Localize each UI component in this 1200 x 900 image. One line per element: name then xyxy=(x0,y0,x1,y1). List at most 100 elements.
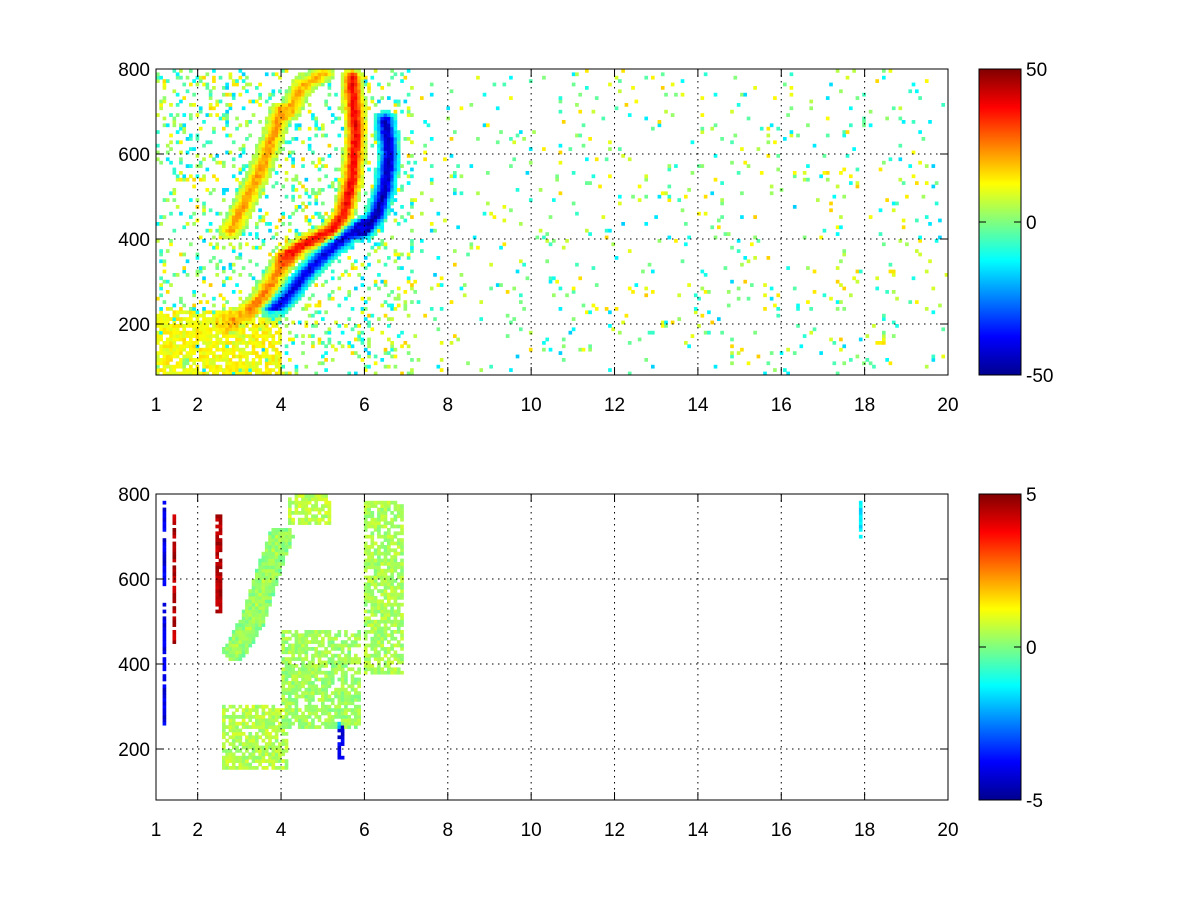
heatmap-cell xyxy=(231,650,236,655)
heatmap-cell xyxy=(301,262,305,267)
heatmap-cell xyxy=(271,752,276,757)
heatmap-cell xyxy=(218,99,223,104)
heatmap-cell xyxy=(321,630,325,634)
heatmap-cell xyxy=(241,232,246,236)
heatmap-cell xyxy=(327,245,332,250)
heatmap-cell xyxy=(928,259,932,264)
heatmap-cell xyxy=(377,154,381,158)
heatmap-cell xyxy=(304,500,309,505)
heatmap-cell xyxy=(347,256,352,260)
heatmap-cell xyxy=(255,626,259,631)
heatmap-cell xyxy=(862,361,866,366)
heatmap-cell xyxy=(383,300,388,304)
heatmap-cell xyxy=(222,721,226,726)
heatmap-cell xyxy=(347,103,352,107)
heatmap-cell xyxy=(337,242,342,247)
heatmap-cell xyxy=(350,215,355,219)
heatmap-cell xyxy=(222,725,226,729)
heatmap-cell xyxy=(198,371,203,375)
heatmap-cell xyxy=(373,361,378,366)
heatmap-cell xyxy=(301,273,305,277)
heatmap-cell xyxy=(367,313,371,318)
heatmap-cell xyxy=(271,575,276,580)
heatmap-cell xyxy=(347,75,352,80)
heatmap-cell xyxy=(291,279,295,284)
heatmap-cell xyxy=(383,242,388,247)
heatmap-cell xyxy=(370,198,375,202)
heatmap-cell xyxy=(281,99,286,104)
heatmap-cell xyxy=(340,643,345,648)
heatmap-cell xyxy=(337,704,342,709)
heatmap-cell xyxy=(238,75,243,80)
heatmap-cell xyxy=(321,341,325,345)
heatmap-cell xyxy=(294,96,299,100)
heatmap-cell xyxy=(423,143,427,148)
heatmap-cell xyxy=(156,358,160,362)
heatmap-cell xyxy=(561,120,566,124)
heatmap-cell xyxy=(410,239,414,243)
heatmap-cell xyxy=(156,72,160,77)
heatmap-cell xyxy=(555,177,559,182)
heatmap-cell xyxy=(271,555,276,559)
heatmap-cell xyxy=(284,647,289,651)
heatmap-cell xyxy=(931,354,936,359)
heatmap-cell xyxy=(205,188,210,192)
heatmap-cell xyxy=(670,113,675,117)
heatmap-cell xyxy=(212,351,216,355)
heatmap-cell xyxy=(819,351,823,355)
heatmap-cell xyxy=(882,330,886,335)
heatmap-cell xyxy=(340,157,345,162)
heatmap-cell xyxy=(373,167,378,172)
heatmap-cell xyxy=(327,715,332,719)
heatmap-cell xyxy=(337,303,342,308)
heatmap-cell xyxy=(769,351,774,355)
heatmap-cell xyxy=(255,310,259,315)
heatmap-cell xyxy=(317,650,322,655)
heatmap-cell xyxy=(344,92,348,97)
heatmap-cell xyxy=(396,140,401,145)
heatmap-cell xyxy=(231,704,236,709)
heatmap-cell xyxy=(307,691,312,695)
heatmap-cell xyxy=(740,347,744,352)
heatmap-cell xyxy=(258,715,262,719)
heatmap-cell xyxy=(548,215,553,219)
heatmap-cell xyxy=(235,657,239,661)
heatmap-cell xyxy=(288,507,292,512)
heatmap-cell xyxy=(238,232,243,236)
heatmap-cell xyxy=(347,201,352,206)
heatmap-cell xyxy=(334,664,338,668)
heatmap-cell xyxy=(172,589,177,593)
heatmap-cell xyxy=(195,269,200,274)
heatmap-cell xyxy=(327,694,332,699)
heatmap-cell xyxy=(172,317,177,321)
heatmap-cell xyxy=(251,184,256,189)
heatmap-cell xyxy=(222,225,226,230)
heatmap-cell xyxy=(347,725,352,729)
heatmap-cell xyxy=(307,701,312,706)
heatmap-cell xyxy=(367,215,371,219)
heatmap-cell xyxy=(558,286,563,291)
heatmap-cell xyxy=(390,126,394,131)
heatmap-cell xyxy=(291,711,295,716)
heatmap-cell xyxy=(340,181,345,185)
heatmap-cell xyxy=(304,99,309,104)
heatmap-cell xyxy=(241,742,246,746)
heatmap-cell xyxy=(324,351,328,355)
heatmap-cell xyxy=(324,511,328,515)
heatmap-cell xyxy=(248,619,253,624)
heatmap-cell xyxy=(255,711,259,716)
heatmap-cell xyxy=(261,160,266,165)
heatmap-cell xyxy=(278,351,282,355)
heatmap-cell xyxy=(380,208,385,213)
heatmap-cell xyxy=(288,337,292,342)
heatmap-cell xyxy=(284,545,289,549)
heatmap-cell xyxy=(274,548,279,553)
heatmap-cell xyxy=(324,633,328,638)
heatmap-cell xyxy=(198,235,203,240)
heatmap-cell xyxy=(330,232,335,236)
heatmap-cell xyxy=(264,364,269,369)
heatmap-cell xyxy=(743,279,748,284)
heatmap-cell xyxy=(717,225,721,230)
heatmap-cell xyxy=(370,188,375,192)
heatmap-cell xyxy=(185,310,190,315)
